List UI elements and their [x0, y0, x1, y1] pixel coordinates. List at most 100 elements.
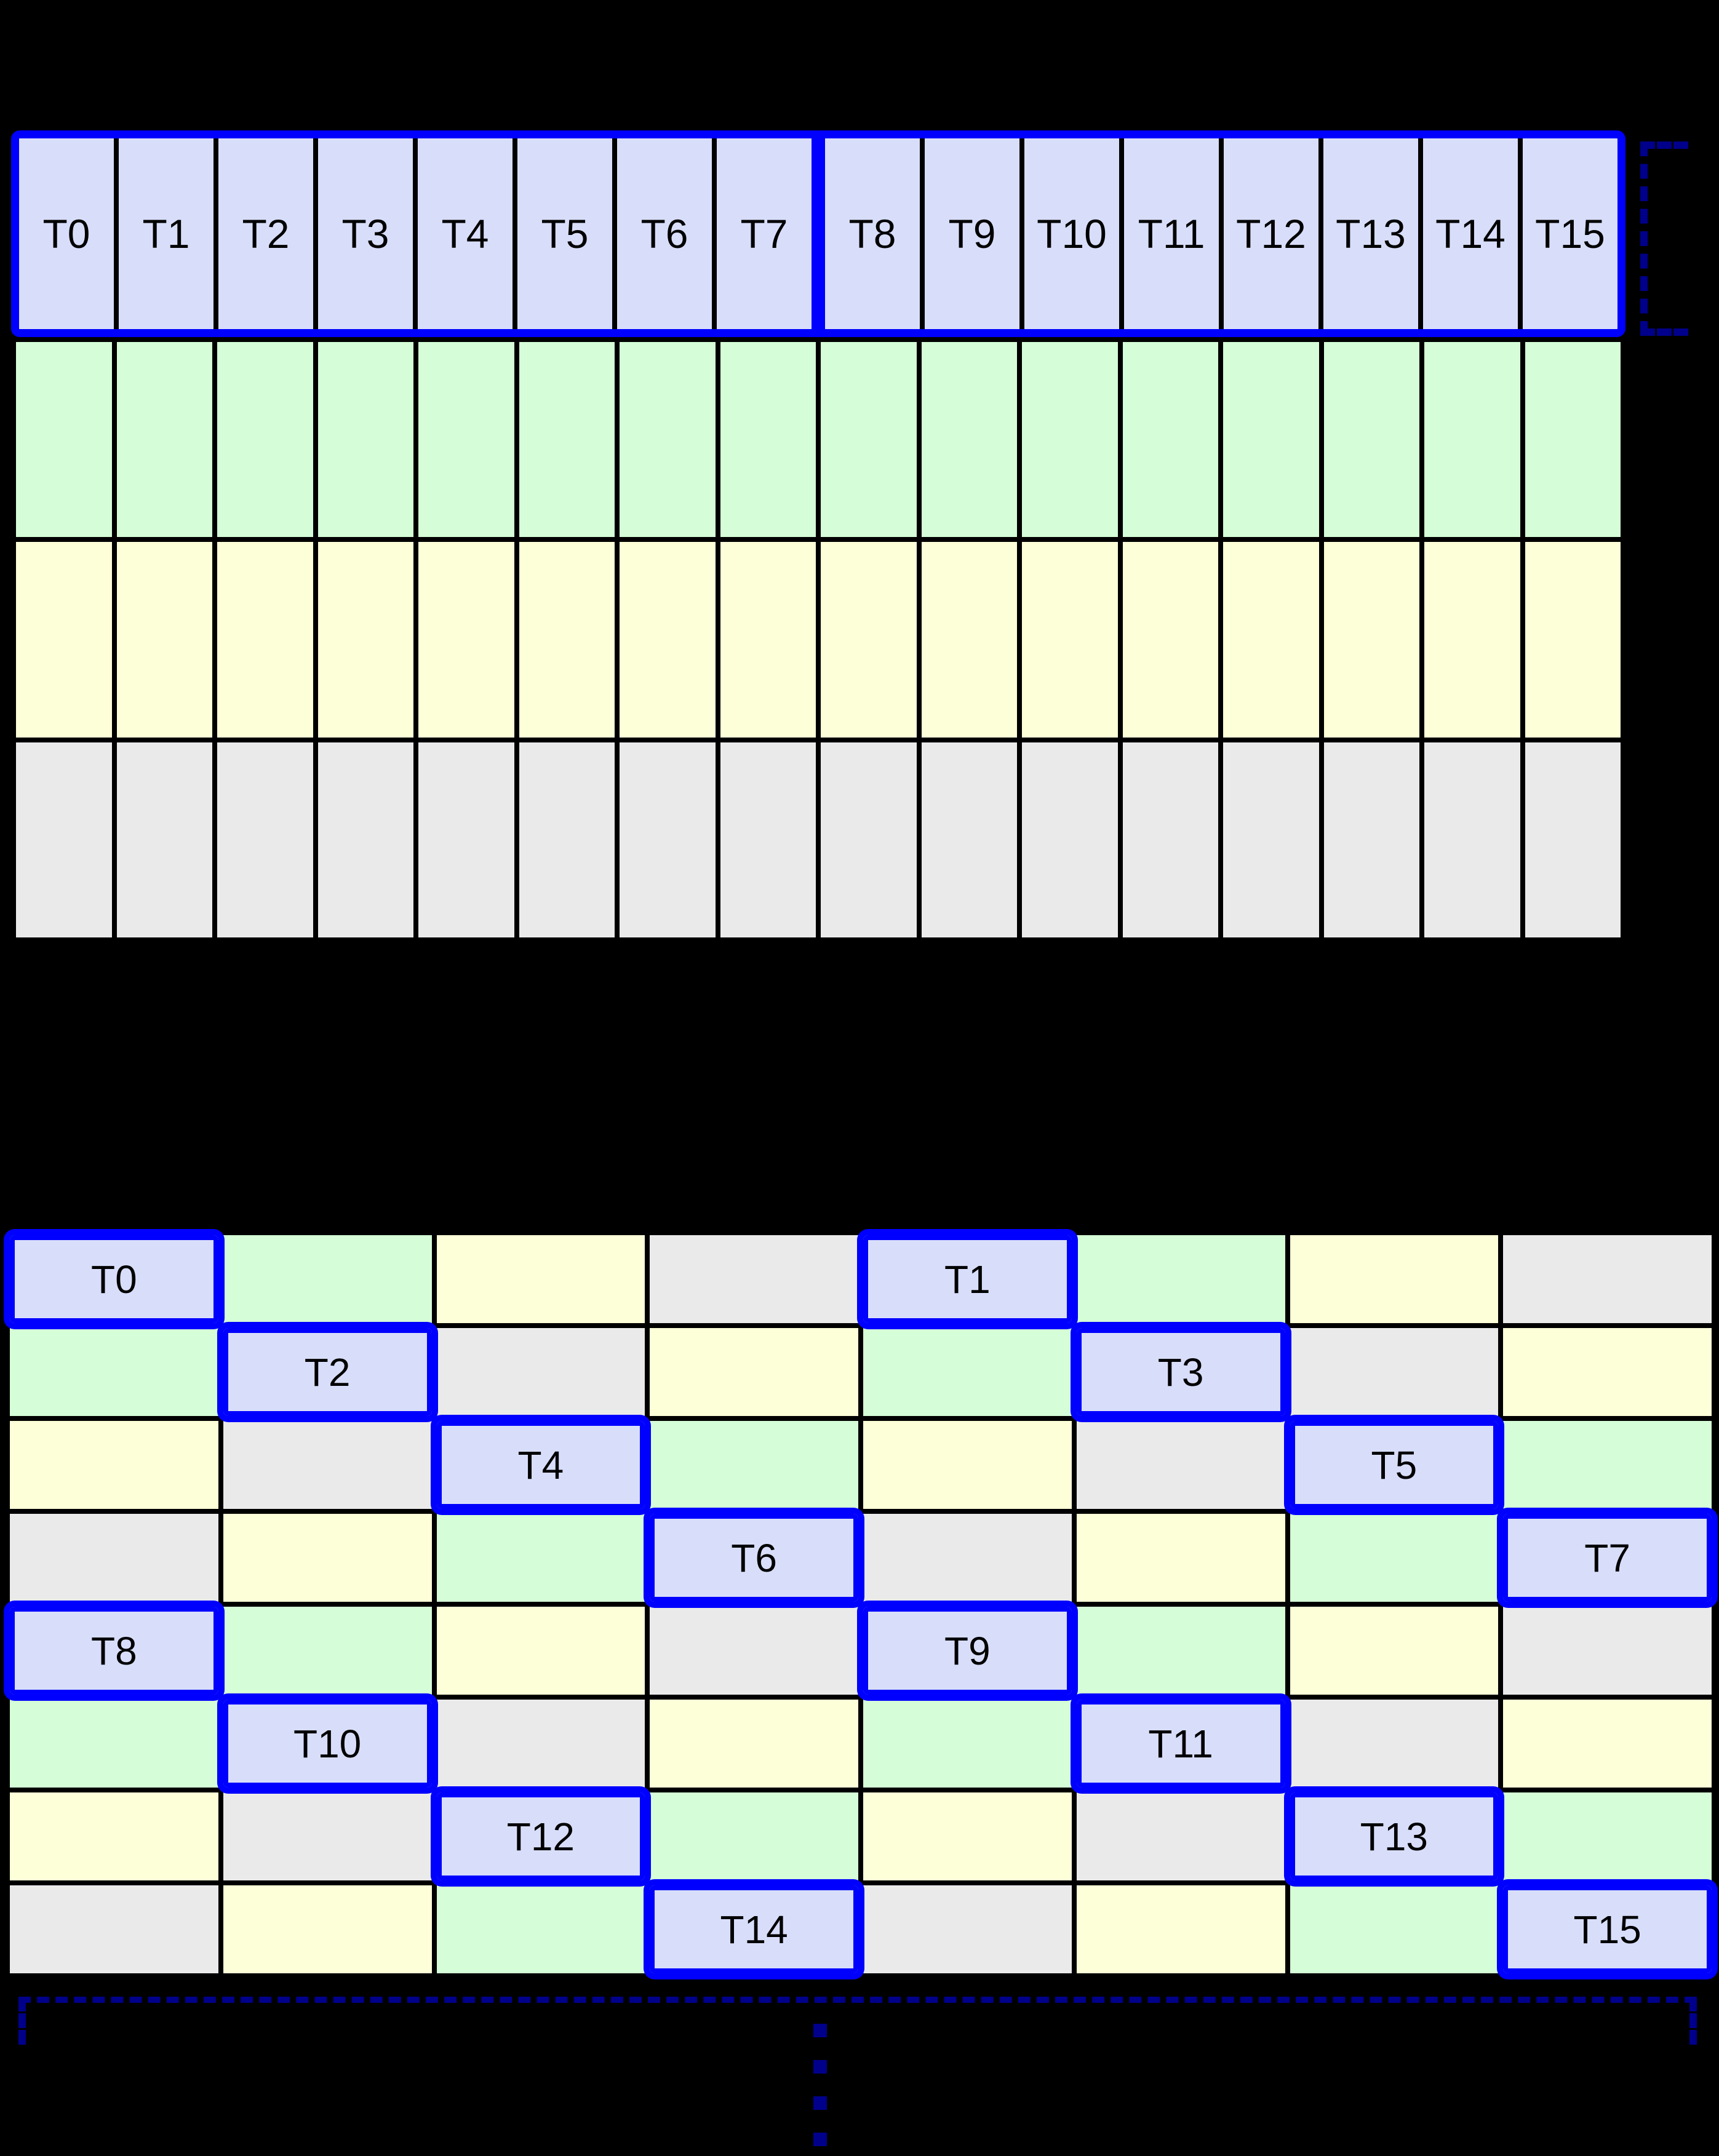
memory-cell [821, 742, 917, 937]
swizzled-memory-cell [1503, 1421, 1712, 1509]
memory-row-yellow [16, 542, 1621, 738]
swizzled-memory-cell [1076, 1421, 1285, 1509]
swizzled-thread-cell-T4: T4 [436, 1421, 645, 1509]
swizzled-memory-cell [436, 1235, 645, 1323]
memory-cell [720, 542, 816, 738]
swizzled-memory-cell [1503, 1607, 1712, 1695]
memory-cell [821, 342, 917, 538]
swizzled-memory-cell [1503, 1235, 1712, 1323]
swizzled-memory-cell [1076, 1514, 1285, 1602]
bottom-bracket-icon [18, 1997, 1697, 2045]
swizzled-memory-cell [1503, 1700, 1712, 1788]
memory-cell [116, 542, 212, 738]
memory-cell [1424, 342, 1520, 538]
thread-cell-T3: T3 [318, 138, 418, 329]
swizzled-thread-cell-T2: T2 [223, 1328, 432, 1416]
swizzled-memory-cell [223, 1607, 432, 1695]
memory-cell [16, 542, 112, 738]
swizzled-memory-cell [650, 1235, 858, 1323]
memory-cell [620, 542, 716, 738]
thread-cell-T1: T1 [119, 138, 218, 329]
memory-cell [1323, 742, 1419, 937]
memory-cell [1424, 742, 1520, 937]
swizzled-memory-cell [1503, 1328, 1712, 1416]
swizzled-memory-cell [863, 1885, 1072, 1973]
swizzled-memory-cell [223, 1792, 432, 1880]
thread-cell-T4: T4 [418, 138, 517, 329]
memory-row-gray [16, 742, 1621, 937]
swizzled-thread-cell-T14: T14 [650, 1885, 858, 1973]
swizzled-memory-cell [223, 1885, 432, 1973]
memory-cell [1223, 542, 1319, 738]
swizzled-thread-cell-T9: T9 [863, 1607, 1072, 1695]
memory-cell [418, 342, 514, 538]
memory-cell [821, 542, 917, 738]
memory-cell [620, 342, 716, 538]
thread-header-row: T0 T1 T2 T3 T4 T5 T6 T7 T8 T9 T10 T11 T12 T13 T14 T15 [11, 130, 1625, 337]
memory-cell [116, 742, 212, 937]
memory-cell [1022, 542, 1118, 738]
swizzled-access-grid: T0 T1 T2 T3 T4 T5 T6 T7 T8 T9 T10 T11 T12 T13 T14 T15 [5, 1230, 1717, 1978]
swizzled-memory-cell [863, 1328, 1072, 1416]
swizzled-memory-cell [863, 1421, 1072, 1509]
swizzled-thread-cell-T0: T0 [10, 1235, 218, 1323]
memory-cell [1525, 742, 1621, 937]
memory-cell [1022, 342, 1118, 538]
memory-row-green [16, 342, 1621, 538]
thread-cell-T13: T13 [1323, 138, 1423, 329]
continuation-dot [813, 2060, 827, 2074]
swizzled-thread-cell-T6: T6 [650, 1514, 858, 1602]
swizzled-memory-cell [650, 1607, 858, 1695]
swizzled-memory-cell [223, 1421, 432, 1509]
swizzled-thread-cell-T15: T15 [1503, 1885, 1712, 1973]
memory-cell [519, 542, 615, 738]
swizzled-memory-cell [1290, 1607, 1499, 1695]
memory-cell [217, 542, 313, 738]
swizzled-memory-cell [10, 1792, 218, 1880]
swizzled-memory-cell [10, 1328, 218, 1416]
memory-cell [317, 342, 413, 538]
swizzled-memory-cell [650, 1421, 858, 1509]
continuation-dot [813, 2096, 827, 2110]
swizzled-memory-cell [650, 1792, 858, 1880]
thread-cell-T9: T9 [925, 138, 1024, 329]
swizzled-memory-cell [223, 1235, 432, 1323]
row-bracket-icon [1640, 141, 1688, 336]
memory-cell [16, 742, 112, 937]
thread-cell-T5: T5 [517, 138, 617, 329]
thread-cell-T11: T11 [1124, 138, 1224, 329]
continuation-dot [813, 2133, 827, 2146]
swizzled-memory-cell [1076, 1792, 1285, 1880]
continuation-dot [813, 2024, 827, 2037]
swizzled-memory-cell [1290, 1514, 1499, 1602]
swizzled-memory-cell [1076, 1885, 1285, 1973]
swizzled-thread-cell-T5: T5 [1290, 1421, 1499, 1509]
memory-cell [921, 542, 1017, 738]
swizzled-memory-cell [10, 1421, 218, 1509]
swizzled-memory-cell [10, 1885, 218, 1973]
swizzled-thread-cell-T3: T3 [1076, 1328, 1285, 1416]
swizzled-memory-cell [1076, 1607, 1285, 1695]
swizzled-thread-cell-T10: T10 [223, 1700, 432, 1788]
swizzled-memory-cell [436, 1607, 645, 1695]
memory-cell [1323, 342, 1419, 538]
memory-cell [217, 742, 313, 937]
memory-cell [921, 742, 1017, 937]
thread-cell-T10: T10 [1024, 138, 1124, 329]
swizzled-memory-cell [436, 1700, 645, 1788]
swizzled-memory-cell [10, 1514, 218, 1602]
thread-cell-T0: T0 [19, 138, 119, 329]
swizzled-memory-cell [10, 1700, 218, 1788]
swizzled-thread-cell-T13: T13 [1290, 1792, 1499, 1880]
thread-cell-T8: T8 [825, 138, 925, 329]
memory-cell [1323, 542, 1419, 738]
swizzled-memory-cell [436, 1885, 645, 1973]
thread-cell-T2: T2 [218, 138, 318, 329]
swizzled-memory-cell [1290, 1700, 1499, 1788]
swizzled-memory-cell [1290, 1235, 1499, 1323]
swizzled-memory-cell [1503, 1792, 1712, 1880]
memory-cell [217, 342, 313, 538]
memory-cell [620, 742, 716, 937]
memory-cell [1223, 742, 1319, 937]
memory-cell [418, 542, 514, 738]
